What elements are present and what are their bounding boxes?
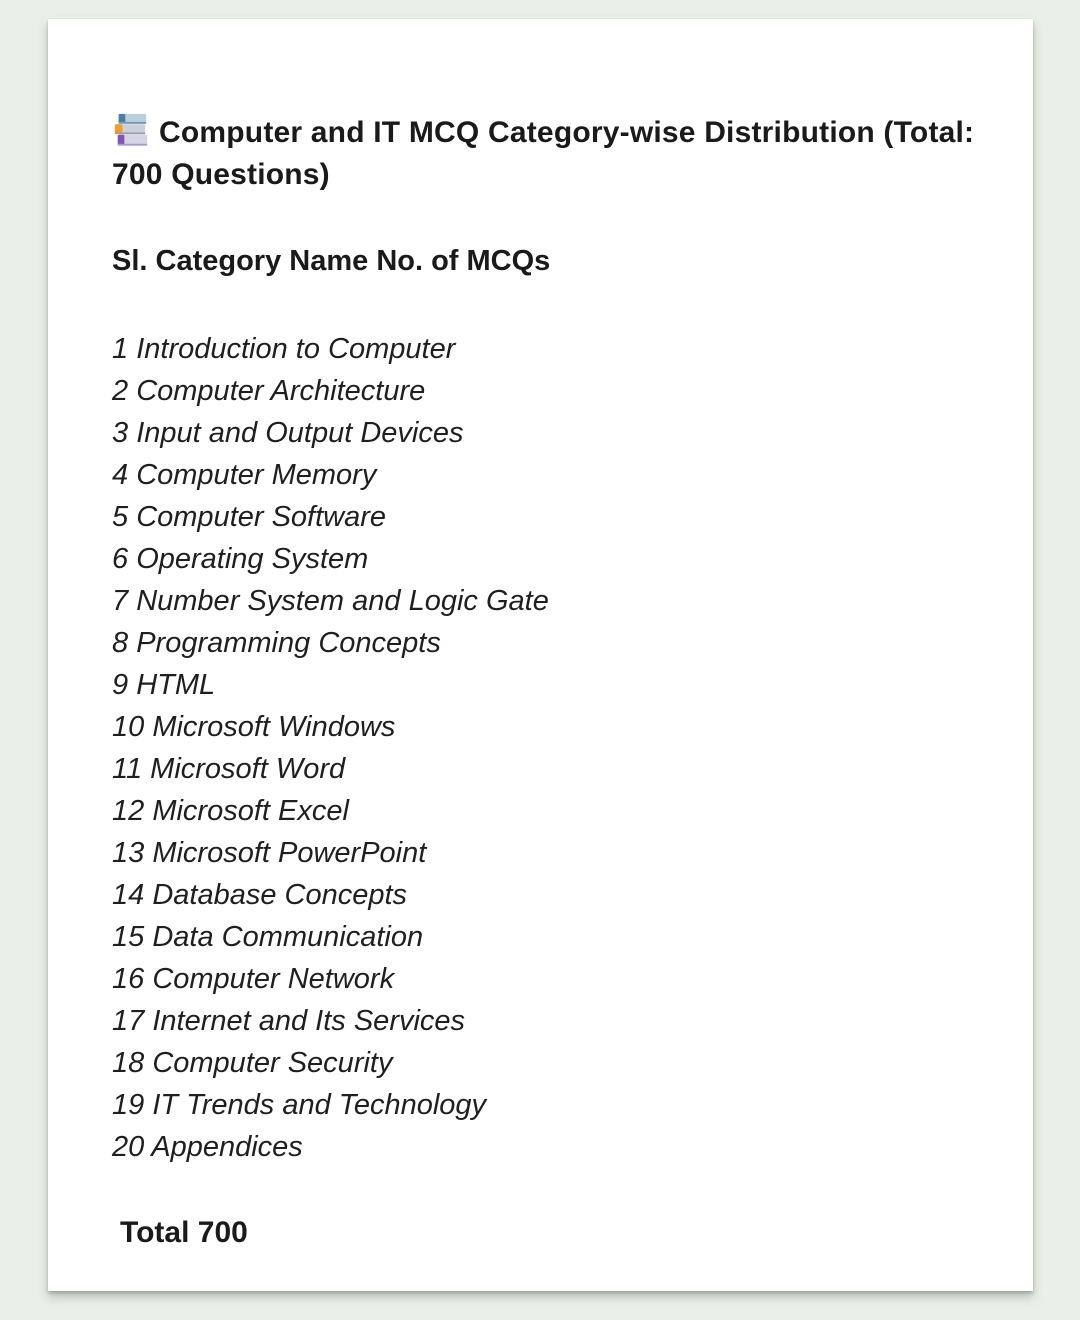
list-item: 12 Microsoft Excel bbox=[112, 790, 985, 832]
category-name: Programming Concepts bbox=[136, 627, 441, 659]
list-item: 16 Computer Network bbox=[112, 958, 985, 1000]
list-item: 20 Appendices bbox=[112, 1126, 985, 1168]
books-icon bbox=[112, 111, 150, 149]
page-title-line1: Computer and IT MCQ Category-wise Distri… bbox=[159, 116, 975, 149]
category-number: 2 bbox=[112, 375, 129, 407]
total-value: 700 bbox=[197, 1216, 248, 1249]
category-number: 8 bbox=[112, 627, 129, 659]
list-item: 1 Introduction to Computer bbox=[112, 328, 985, 370]
list-item: 7 Number System and Logic Gate bbox=[112, 580, 985, 622]
category-number: 4 bbox=[112, 459, 129, 491]
category-name: Microsoft Word bbox=[150, 753, 346, 785]
category-list: 1 Introduction to Computer 2 Computer Ar… bbox=[112, 328, 985, 1168]
category-name: Computer Security bbox=[152, 1047, 393, 1079]
category-name: Database Concepts bbox=[152, 879, 408, 911]
list-item: 17 Internet and Its Services bbox=[112, 1000, 985, 1042]
category-name: Computer Software bbox=[136, 501, 387, 533]
list-item: 3 Input and Output Devices bbox=[112, 412, 985, 454]
category-name: Computer Memory bbox=[136, 459, 377, 491]
category-number: 5 bbox=[112, 501, 129, 533]
list-item: 14 Database Concepts bbox=[112, 874, 985, 916]
category-number: 10 bbox=[112, 711, 145, 743]
category-number: 12 bbox=[112, 795, 145, 827]
category-number: 17 bbox=[112, 1005, 145, 1037]
list-item: 6 Operating System bbox=[112, 538, 985, 580]
list-item: 11 Microsoft Word bbox=[112, 748, 985, 790]
list-item: 4 Computer Memory bbox=[112, 454, 985, 496]
category-name: IT Trends and Technology bbox=[152, 1089, 487, 1121]
table-header: Sl. Category Name No. of MCQs bbox=[112, 245, 551, 277]
category-name: Internet and Its Services bbox=[152, 1005, 466, 1037]
list-item: 9 HTML bbox=[112, 664, 985, 706]
category-name: Computer Network bbox=[152, 963, 395, 995]
category-number: 6 bbox=[112, 543, 129, 575]
category-number: 14 bbox=[112, 879, 145, 911]
category-number: 20 bbox=[112, 1131, 145, 1163]
list-item: 10 Microsoft Windows bbox=[112, 706, 985, 748]
total-label: Total bbox=[120, 1216, 190, 1249]
list-item: 5 Computer Software bbox=[112, 496, 985, 538]
list-item: 18 Computer Security bbox=[112, 1042, 985, 1084]
list-item: 13 Microsoft PowerPoint bbox=[112, 832, 985, 874]
category-name: Number System and Logic Gate bbox=[136, 585, 549, 617]
category-number: 15 bbox=[112, 921, 145, 953]
category-number: 19 bbox=[112, 1089, 145, 1121]
list-item: 15 Data Communication bbox=[112, 916, 985, 958]
list-item: 2 Computer Architecture bbox=[112, 370, 985, 412]
category-name: Introduction to Computer bbox=[136, 333, 456, 365]
category-name: HTML bbox=[136, 669, 216, 701]
page-title-line2: 700 Questions) bbox=[112, 158, 330, 191]
list-item: 8 Programming Concepts bbox=[112, 622, 985, 664]
category-name: Operating System bbox=[136, 543, 369, 575]
category-name: Microsoft PowerPoint bbox=[152, 837, 427, 869]
category-number: 9 bbox=[112, 669, 129, 701]
category-number: 16 bbox=[112, 963, 145, 995]
category-number: 7 bbox=[112, 585, 129, 617]
category-name: Microsoft Windows bbox=[152, 711, 396, 743]
category-name: Appendices bbox=[151, 1131, 303, 1163]
category-number: 13 bbox=[112, 837, 145, 869]
category-number: 11 bbox=[112, 753, 143, 785]
category-name: Computer Architecture bbox=[136, 375, 426, 407]
document-page: Computer and IT MCQ Category-wise Distri… bbox=[48, 19, 1033, 1291]
page-title: Computer and IT MCQ Category-wise Distri… bbox=[112, 111, 985, 196]
category-name: Input and Output Devices bbox=[136, 417, 464, 449]
category-name: Data Communication bbox=[152, 921, 424, 953]
category-number: 18 bbox=[112, 1047, 145, 1079]
category-number: 1 bbox=[112, 333, 129, 365]
category-name: Microsoft Excel bbox=[152, 795, 349, 827]
category-number: 3 bbox=[112, 417, 129, 449]
list-item: 19 IT Trends and Technology bbox=[112, 1084, 985, 1126]
total-row: Total 700 bbox=[120, 1212, 985, 1254]
